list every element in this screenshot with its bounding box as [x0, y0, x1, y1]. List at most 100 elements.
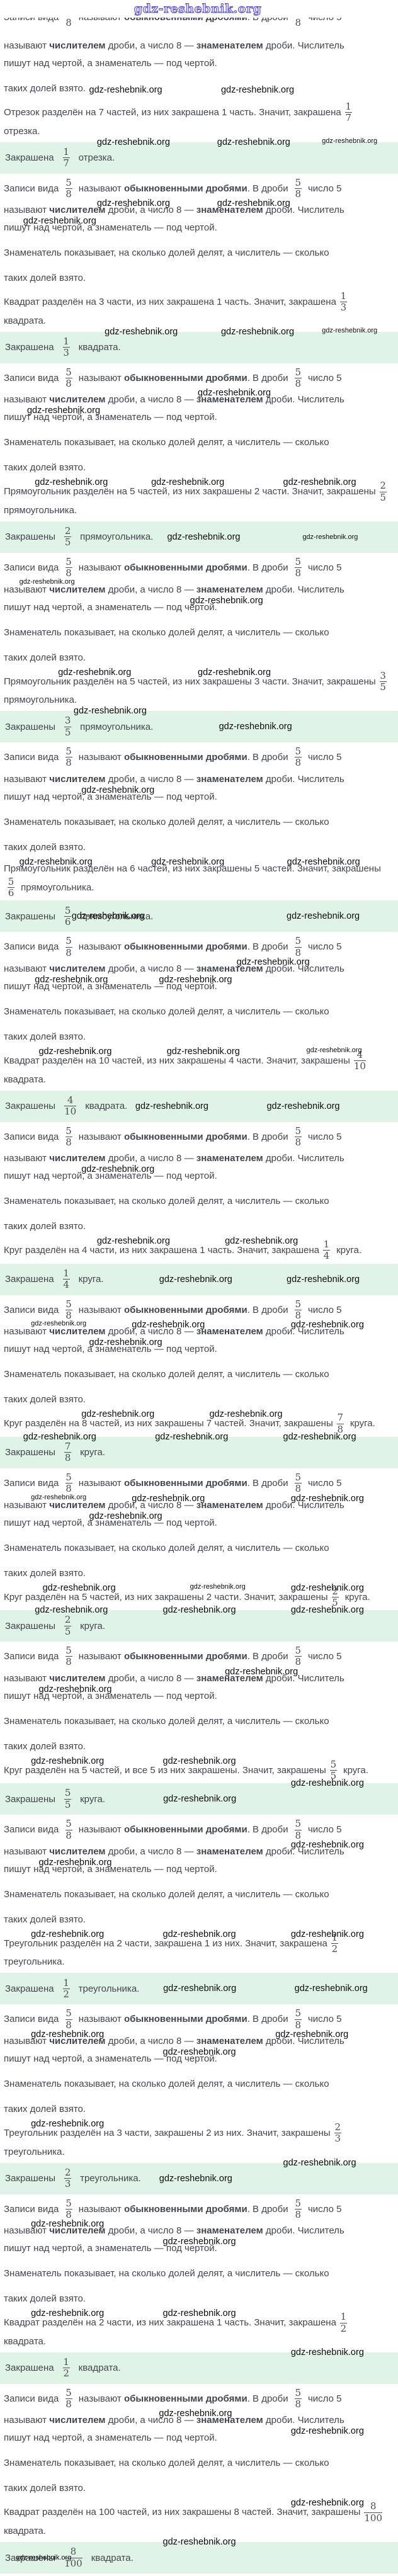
fraction-denominator: 3 — [63, 348, 69, 358]
definition-line4: Знаменатель показывает, на сколько долей… — [4, 245, 392, 261]
watermark-text: gdz-reshebnik.org — [159, 2409, 232, 2419]
fraction-numerator: 5 — [65, 1819, 72, 1829]
fraction-denominator: 3 — [334, 2134, 341, 2143]
bold-term: числителем — [49, 1500, 105, 1511]
fraction-numerator: 5 — [65, 906, 71, 916]
watermark-text: gdz-reshebnik.org — [135, 1101, 208, 1111]
statement-noun: треугольника. — [4, 2147, 65, 2157]
definition-line4: Знаменатель показывает, на сколько долей… — [4, 1540, 392, 1557]
task-block: gdz-reshebnik.org Треугольник разделён н… — [4, 2123, 392, 2307]
fraction-denominator: 5 — [380, 683, 386, 692]
bold-term: знаменателем — [196, 774, 263, 785]
answer-noun: квадрата. — [85, 1101, 127, 1111]
definition-line5: таких долей взято. — [4, 1392, 392, 1408]
definition-line5: таких долей взято. — [4, 2101, 392, 2118]
fraction-numerator: 5 — [65, 1788, 71, 1798]
answer-noun: круга. — [80, 1447, 105, 1458]
statement-noun: треугольника. — [4, 1956, 65, 1967]
answer-noun: прямоугольника. — [80, 722, 153, 732]
fraction-numerator: 5 — [331, 1760, 337, 1769]
definition-line3: пишут над чертой, а знаменатель — под че… — [4, 1515, 392, 1531]
answer-verb: Закрашена — [5, 1274, 54, 1285]
fraction-denominator: 6 — [8, 888, 14, 898]
watermark-text: gdz-reshebnik.org — [151, 857, 224, 867]
watermark-text: gdz-reshebnik.org — [155, 1432, 228, 1442]
bold-term: знаменателем — [196, 1153, 263, 1164]
fraction-denominator: 8 — [295, 758, 302, 768]
watermark-text: gdz-reshebnik.org — [163, 1983, 236, 1994]
fraction-numerator: 2 — [65, 2168, 71, 2177]
definition-line4: Знаменатель показывает, на сколько долей… — [4, 1004, 392, 1020]
statement-text: Круг разделён на 4 части, из них закраше… — [4, 1245, 319, 1256]
statement-noun: отрезка. — [4, 126, 40, 137]
watermark-text: gdz-reshebnik.org — [283, 477, 356, 487]
watermark-text: gdz-reshebnik.org — [72, 911, 145, 921]
definition-line4: Знаменатель показывает, на сколько долей… — [4, 2455, 392, 2471]
fraction-numerator: 5 — [295, 178, 302, 188]
task-statement: Квадрат разделён на 3 части, из них закр… — [4, 292, 392, 329]
fraction-numerator: 5 — [295, 1646, 302, 1655]
bold-term: числителем — [49, 1846, 105, 1857]
fraction-denominator: 8 — [65, 2210, 72, 2220]
watermark-text: gdz-reshebnik.org — [89, 82, 162, 98]
definition-line4: Знаменатель показывает, на сколько долей… — [4, 1366, 392, 1383]
fraction-numerator: 5 — [295, 1473, 302, 1482]
fraction-numerator: 7 — [65, 1442, 71, 1451]
statement-text: Прямоугольник разделён на 5 частей, из н… — [4, 486, 376, 497]
definition-line4: Знаменатель показывает, на сколько долей… — [4, 625, 392, 641]
watermark-text: gdz-reshebnik.org — [167, 532, 240, 542]
answer-noun: отрезка. — [79, 152, 115, 163]
definition-line4: Знаменатель показывает, на сколько долей… — [4, 814, 392, 831]
definition-line5: таких долей взято. — [4, 1029, 392, 1045]
watermark-text: gdz-reshebnik.org — [132, 1320, 205, 1330]
watermark-text: gdz-reshebnik.org — [151, 477, 224, 487]
watermark-text: gdz-reshebnik.org — [302, 533, 358, 541]
watermark-text: gdz-reshebnik.org — [58, 667, 131, 678]
fraction-denominator: 8 — [295, 2210, 302, 2220]
fraction-denominator: 8 — [295, 1657, 302, 1667]
watermark-text: gdz-reshebnik.org — [35, 1605, 108, 1615]
watermark-text: gdz-reshebnik.org — [31, 2308, 104, 2318]
fraction-numerator: 5 — [295, 2388, 302, 2398]
watermark-text: gdz-reshebnik.org — [209, 1409, 282, 1419]
answer-verb: Закрашены — [5, 722, 55, 732]
fraction-denominator: 6 — [65, 917, 71, 927]
definition-line5: таких долей взято. — [4, 1739, 392, 1755]
statement-text: Квадрат разделён на 100 частей, из них з… — [4, 2507, 360, 2517]
answer-noun: прямоугольника. — [80, 531, 153, 542]
task-statement: Круг разделён на 8 частей, из них закраш… — [4, 1413, 392, 1434]
watermark-text: gdz-reshebnik.org — [291, 1929, 364, 1939]
definition-line2: называют числителем дроби, а число 8 — з… — [4, 38, 392, 54]
watermark-text: gdz-reshebnik.org — [291, 1494, 364, 1504]
definition-line5: таких долей взято. — [4, 2480, 392, 2497]
definition-line5: таких долей взято. — [4, 270, 392, 287]
fraction-numerator: 1 — [341, 292, 347, 301]
fraction-numerator: 2 — [334, 2123, 341, 2132]
watermark-text: gdz-reshebnik.org — [89, 1511, 162, 1521]
bold-term: знаменателем — [196, 2036, 263, 2046]
fraction-denominator: 8 — [65, 1453, 71, 1463]
fraction-denominator: 8 — [295, 2021, 302, 2030]
